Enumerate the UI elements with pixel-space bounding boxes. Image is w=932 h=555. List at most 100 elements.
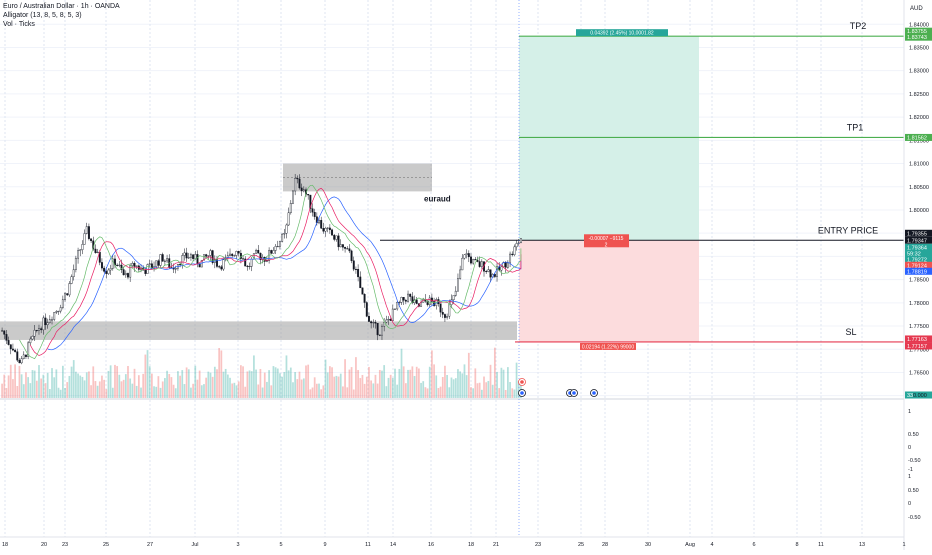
candle-up xyxy=(33,329,36,337)
price-tick-label: 1.80000 xyxy=(909,208,929,214)
volume-bar xyxy=(120,381,123,398)
candle-up xyxy=(248,266,251,268)
candle-up xyxy=(461,257,464,271)
date-tick-label: 25 xyxy=(578,542,584,548)
volume-bar xyxy=(257,384,260,398)
volume-legend[interactable]: Vol · Ticks xyxy=(3,21,35,28)
candle-up xyxy=(255,249,258,254)
date-tick-label: 20 xyxy=(41,542,47,548)
candle-up xyxy=(148,263,151,265)
volume-bar xyxy=(96,385,99,398)
candle-down xyxy=(467,253,470,258)
volume-bar xyxy=(457,369,459,398)
candle-up xyxy=(278,241,281,247)
candle-down xyxy=(331,229,334,236)
volume-bar xyxy=(452,379,455,398)
volume-bar xyxy=(170,377,173,398)
candle-up xyxy=(129,265,132,278)
volume-bar xyxy=(422,381,425,398)
volume-bar xyxy=(246,371,249,398)
volume-bar xyxy=(507,367,509,398)
candle-up xyxy=(452,295,455,301)
volume-bar xyxy=(424,387,427,398)
candle-down xyxy=(211,250,214,263)
volume-bar xyxy=(283,371,286,398)
position-tool[interactable]: TP2 TP1 ENTRY PRICE SL 0.04392 (2.45%) 10,00… xyxy=(380,21,904,350)
volume-bar xyxy=(459,371,461,398)
volume-bar xyxy=(190,387,192,398)
candle-down xyxy=(344,247,347,249)
tp2-price-tag: 1.83743 xyxy=(907,35,927,41)
volume-bar xyxy=(22,384,25,398)
candle-up xyxy=(339,244,342,248)
candle-up xyxy=(517,242,520,244)
volume-bar xyxy=(118,374,121,398)
volume-bar xyxy=(81,376,84,398)
candle-down xyxy=(341,244,344,248)
candle-down xyxy=(44,317,47,326)
candle-down xyxy=(161,254,164,262)
volume-bar xyxy=(200,385,203,398)
candle-down xyxy=(357,269,360,278)
price-tick-label: 1.83500 xyxy=(909,45,929,51)
candle-down xyxy=(298,178,301,189)
live-price-tag-bg xyxy=(905,249,932,257)
live-price-tag: 59:32 xyxy=(907,251,921,257)
candle-down xyxy=(352,260,355,270)
volume-bar xyxy=(83,380,86,398)
candle-up xyxy=(72,269,75,277)
candle-down xyxy=(25,354,27,357)
candle-up xyxy=(70,276,73,284)
volume-bar xyxy=(411,366,414,398)
volume-bar xyxy=(259,368,262,398)
volume-bar xyxy=(511,388,514,398)
volume-bar xyxy=(155,386,158,398)
indicator-tick-label: 0 xyxy=(908,445,911,451)
date-tick-label: 27 xyxy=(147,542,153,548)
candle-down xyxy=(90,238,93,242)
candle-down xyxy=(415,299,418,304)
symbol-title: Euro / Australian Dollar · 1h · OANDA xyxy=(3,3,120,10)
live-price-tag-bg xyxy=(905,267,932,275)
candle-up xyxy=(42,317,45,331)
volume-bar xyxy=(203,384,205,398)
candle-down xyxy=(348,248,351,252)
candle-up xyxy=(31,335,34,340)
volume-bar xyxy=(79,375,82,398)
live-price-tag: 1.79272 xyxy=(907,257,927,263)
date-tick-label: 18 xyxy=(468,542,474,548)
volume-bar xyxy=(140,387,142,398)
volume-bar xyxy=(159,387,162,398)
volume-bar xyxy=(235,385,238,398)
candle-down xyxy=(313,212,316,217)
candle-down xyxy=(439,303,442,313)
volume-bar xyxy=(1,383,3,398)
candle-up xyxy=(448,304,451,317)
candle-up xyxy=(183,252,186,256)
candle-down xyxy=(16,351,19,361)
volume-bar xyxy=(302,378,305,398)
live-price-tag: 1.79364 xyxy=(907,245,927,251)
date-tick-label: 11 xyxy=(365,542,371,548)
date-axis[interactable]: 18 20 23 25 27 Jul 3 5 9 11 14 16 18 21 23 25 28 30 Aug 4 6 8… xyxy=(0,536,906,548)
volume-bar xyxy=(92,366,95,398)
volume-bar xyxy=(415,366,418,398)
volume-bar xyxy=(420,382,422,398)
sl-price-tag-bg xyxy=(905,342,932,350)
marker-layer[interactable] xyxy=(518,0,598,537)
volume-bar xyxy=(281,376,283,398)
alligator-legend[interactable]: Alligator (13, 8, 5, 8, 5, 3) xyxy=(3,12,82,19)
volume-bar xyxy=(435,375,438,398)
price-tick-label: 1.83000 xyxy=(909,69,929,75)
volume-bar xyxy=(5,388,8,398)
volume-bar xyxy=(12,379,14,398)
date-tick-label: 16 xyxy=(428,542,434,548)
volume-bar xyxy=(483,376,485,398)
candle-up xyxy=(27,342,30,357)
volume-bar xyxy=(329,366,331,398)
volume-bar xyxy=(454,378,457,398)
entry-info-subtext: 2 xyxy=(605,242,608,248)
candle-up xyxy=(519,238,522,244)
price-axis[interactable]: AUD 1.84000 1.83500 1.83000 1.82500 1.82000 1.… xyxy=(903,0,932,550)
